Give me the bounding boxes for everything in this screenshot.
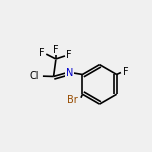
- Text: F: F: [123, 67, 128, 77]
- Text: F: F: [39, 48, 44, 58]
- Text: N: N: [66, 68, 73, 78]
- Text: Cl: Cl: [30, 71, 39, 81]
- Text: F: F: [53, 45, 59, 55]
- Text: Br: Br: [67, 95, 78, 105]
- Text: F: F: [66, 50, 72, 60]
